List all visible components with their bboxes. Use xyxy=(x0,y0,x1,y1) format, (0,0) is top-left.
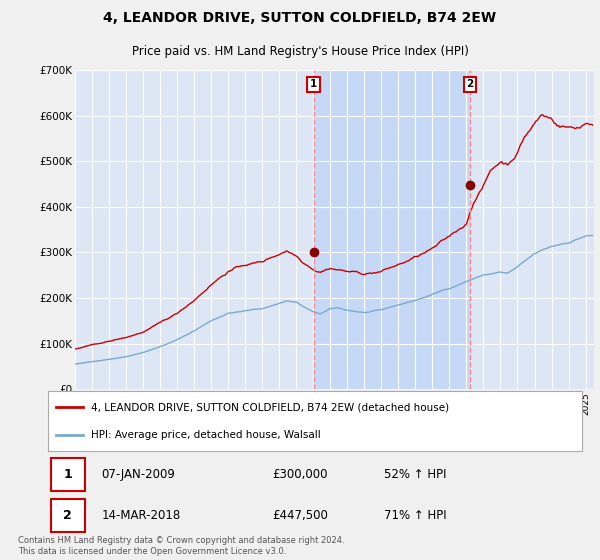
Text: Contains HM Land Registry data © Crown copyright and database right 2024.
This d: Contains HM Land Registry data © Crown c… xyxy=(18,536,344,556)
Text: 4, LEANDOR DRIVE, SUTTON COLDFIELD, B74 2EW: 4, LEANDOR DRIVE, SUTTON COLDFIELD, B74 … xyxy=(103,11,497,25)
Bar xyxy=(314,70,470,389)
Text: 14-MAR-2018: 14-MAR-2018 xyxy=(101,509,181,522)
Text: Price paid vs. HM Land Registry's House Price Index (HPI): Price paid vs. HM Land Registry's House … xyxy=(131,45,469,58)
Text: £447,500: £447,500 xyxy=(272,509,328,522)
Text: 71% ↑ HPI: 71% ↑ HPI xyxy=(385,509,447,522)
Text: HPI: Average price, detached house, Walsall: HPI: Average price, detached house, Wals… xyxy=(91,430,320,440)
Text: 2: 2 xyxy=(466,80,473,90)
Text: 07-JAN-2009: 07-JAN-2009 xyxy=(101,468,175,481)
Text: 4, LEANDOR DRIVE, SUTTON COLDFIELD, B74 2EW (detached house): 4, LEANDOR DRIVE, SUTTON COLDFIELD, B74 … xyxy=(91,402,449,412)
Text: 1: 1 xyxy=(310,80,317,90)
Text: 1: 1 xyxy=(64,468,72,481)
Text: 52% ↑ HPI: 52% ↑ HPI xyxy=(385,468,447,481)
Text: £300,000: £300,000 xyxy=(272,468,328,481)
Text: 2: 2 xyxy=(64,509,72,522)
FancyBboxPatch shape xyxy=(50,498,85,532)
FancyBboxPatch shape xyxy=(50,458,85,492)
